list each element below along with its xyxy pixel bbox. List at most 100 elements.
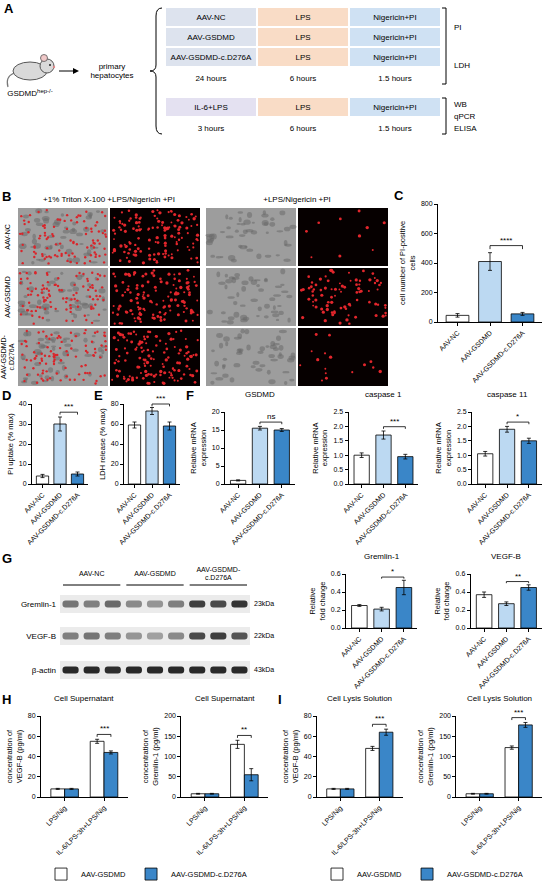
svg-text:GSDMDhep-/-: GSDMDhep-/- — [7, 88, 52, 98]
svg-text:1.5 hours: 1.5 hours — [378, 74, 411, 83]
svg-text:***: *** — [156, 394, 165, 403]
svg-text:400: 400 — [421, 259, 433, 266]
svg-text:AAV-GSDMD: AAV-GSDMD — [351, 635, 385, 669]
svg-text:LPS: LPS — [295, 13, 310, 22]
svg-text:60: 60 — [28, 733, 36, 740]
svg-text:0.0: 0.0 — [331, 624, 341, 631]
svg-text:0: 0 — [447, 793, 451, 800]
svg-text:LDH release (% max): LDH release (% max) — [98, 408, 107, 480]
svg-text:Cell Lysis Solution: Cell Lysis Solution — [467, 694, 532, 703]
svg-text:0.2: 0.2 — [331, 606, 341, 613]
svg-text:22kDa: 22kDa — [254, 632, 274, 639]
svg-text:15: 15 — [212, 426, 220, 433]
svg-text:+LPS/Nigericin +PI: +LPS/Nigericin +PI — [263, 195, 331, 204]
svg-text:ELISA: ELISA — [454, 124, 477, 133]
svg-text:concentration ofGremlin-1 (pg/: concentration ofGremlin-1 (pg/ml) — [416, 727, 435, 786]
svg-text:AAV-GSDMD: AAV-GSDMD — [459, 329, 493, 363]
svg-text:AAV-GSDMD: AAV-GSDMD — [81, 870, 126, 879]
svg-text:AAV-NC: AAV-NC — [4, 224, 11, 250]
svg-text:AAV-GSDMD: AAV-GSDMD — [352, 491, 386, 525]
svg-text:+1% Triton X-100 +LPS/Nigerici: +1% Triton X-100 +LPS/Nigericin +PI — [43, 195, 175, 204]
svg-text:cell number of PI-positivecell: cell number of PI-positivecells — [398, 221, 417, 305]
svg-text:Gremlin-1: Gremlin-1 — [364, 552, 400, 561]
svg-text:100: 100 — [439, 753, 451, 760]
svg-text:150: 150 — [164, 733, 176, 740]
svg-text:AAV-GSDMD-c.D276A: AAV-GSDMD-c.D276A — [26, 491, 81, 546]
svg-text:***: *** — [64, 402, 73, 411]
svg-text:40: 40 — [19, 400, 27, 407]
svg-text:AAV-NC: AAV-NC — [438, 329, 461, 352]
svg-text:23kDa: 23kDa — [254, 600, 274, 607]
svg-text:Relativefold change: Relativefold change — [308, 582, 327, 621]
svg-text:***: *** — [100, 724, 109, 733]
svg-text:AAV-GSDMD: AAV-GSDMD — [134, 570, 176, 577]
svg-text:caspase 11: caspase 11 — [487, 390, 528, 399]
svg-text:β-actin: β-actin — [32, 666, 56, 675]
svg-text:AAV-GSDMD: AAV-GSDMD — [187, 33, 235, 42]
svg-text:AAV-GSDMD-c.D276A: AAV-GSDMD-c.D276A — [354, 491, 409, 546]
svg-text:***: *** — [390, 417, 399, 426]
svg-text:60: 60 — [304, 733, 312, 740]
svg-text:VEGF-B: VEGF-B — [26, 632, 56, 641]
svg-text:AAV-NC: AAV-NC — [196, 13, 225, 22]
svg-text:Cell Supernatant: Cell Supernatant — [195, 694, 255, 703]
svg-text:LPS/Nig: LPS/Nig — [45, 804, 69, 828]
svg-text:0.0: 0.0 — [456, 624, 466, 631]
svg-text:AAV-GSDMD-c.D276A: AAV-GSDMD-c.D276A — [171, 53, 252, 62]
svg-text:caspase 1: caspase 1 — [365, 390, 402, 399]
svg-text:200: 200 — [164, 712, 176, 719]
svg-text:AAV-GSDMD: AAV-GSDMD — [357, 870, 402, 879]
svg-text:qPCR: qPCR — [454, 112, 476, 121]
svg-text:0: 0 — [32, 793, 36, 800]
svg-text:50: 50 — [443, 773, 451, 780]
svg-text:10: 10 — [19, 460, 27, 467]
svg-text:1.0: 1.0 — [333, 452, 343, 459]
svg-text:0.4: 0.4 — [331, 588, 341, 595]
svg-text:150: 150 — [439, 733, 451, 740]
svg-text:GSDMD: GSDMD — [245, 390, 275, 399]
svg-text:IL-6/LPS-3h+LPS/Nig: IL-6/LPS-3h+LPS/Nig — [330, 804, 383, 857]
svg-text:**: ** — [515, 572, 521, 581]
svg-text:40: 40 — [304, 753, 312, 760]
svg-text:concentration ofGremlin-1 (pg/: concentration ofGremlin-1 (pg/ml) — [141, 727, 160, 786]
svg-text:*: * — [516, 412, 519, 421]
svg-text:AAV-GSDMD-c.D276A: AAV-GSDMD-c.D276A — [352, 635, 407, 690]
svg-text:2.5: 2.5 — [333, 408, 343, 415]
svg-text:Nigericin+PI: Nigericin+PI — [373, 53, 416, 62]
svg-text:1.5: 1.5 — [457, 437, 467, 444]
svg-text:*: * — [391, 567, 394, 576]
svg-text:AAV-NC: AAV-NC — [23, 491, 46, 514]
svg-text:0.6: 0.6 — [331, 570, 341, 577]
svg-text:primaryhepatocytes: primaryhepatocytes — [90, 62, 133, 80]
svg-text:0.6: 0.6 — [456, 570, 466, 577]
svg-text:6 hours: 6 hours — [290, 124, 317, 133]
svg-text:3 hours: 3 hours — [198, 124, 225, 133]
svg-text:0: 0 — [115, 480, 119, 487]
svg-text:PI: PI — [454, 23, 462, 32]
svg-text:AAV-NC: AAV-NC — [340, 635, 363, 658]
svg-text:Gremlin-1: Gremlin-1 — [21, 600, 57, 609]
svg-text:AAV-GSDMD-c.D276A: AAV-GSDMD-c.D276A — [477, 635, 532, 690]
svg-text:AAV-GSDMD-c.D276A: AAV-GSDMD-c.D276A — [477, 491, 532, 546]
svg-text:Nigericin+PI: Nigericin+PI — [373, 33, 416, 42]
svg-text:AAV-GSDMD-c.D276A: AAV-GSDMD-c.D276A — [230, 491, 285, 546]
svg-text:100: 100 — [164, 753, 176, 760]
svg-text:24 hours: 24 hours — [195, 74, 226, 83]
svg-text:20: 20 — [212, 408, 220, 415]
svg-text:AAV-NC: AAV-NC — [465, 491, 488, 514]
svg-text:0: 0 — [429, 318, 433, 325]
svg-text:Relative mRNAexpression: Relative mRNAexpression — [434, 422, 453, 473]
svg-text:6 hours: 6 hours — [290, 74, 317, 83]
svg-text:LPS/Nig: LPS/Nig — [185, 804, 209, 828]
svg-text:5: 5 — [216, 462, 220, 469]
svg-text:WB: WB — [454, 100, 467, 109]
svg-text:PI uptake (% max): PI uptake (% max) — [6, 413, 15, 475]
svg-text:0.0: 0.0 — [333, 480, 343, 487]
svg-text:IL-6/LPS-3h+LPS/Nig: IL-6/LPS-3h+LPS/Nig — [469, 804, 522, 857]
svg-text:LDH: LDH — [454, 61, 470, 70]
svg-text:LPS/Nig: LPS/Nig — [320, 804, 344, 828]
svg-text:LPS: LPS — [295, 33, 310, 42]
svg-text:Relativefold change: Relativefold change — [433, 582, 452, 621]
svg-text:concentration ofVEGF-B (pg/ml): concentration ofVEGF-B (pg/ml) — [281, 729, 300, 783]
svg-text:***: *** — [514, 708, 523, 717]
